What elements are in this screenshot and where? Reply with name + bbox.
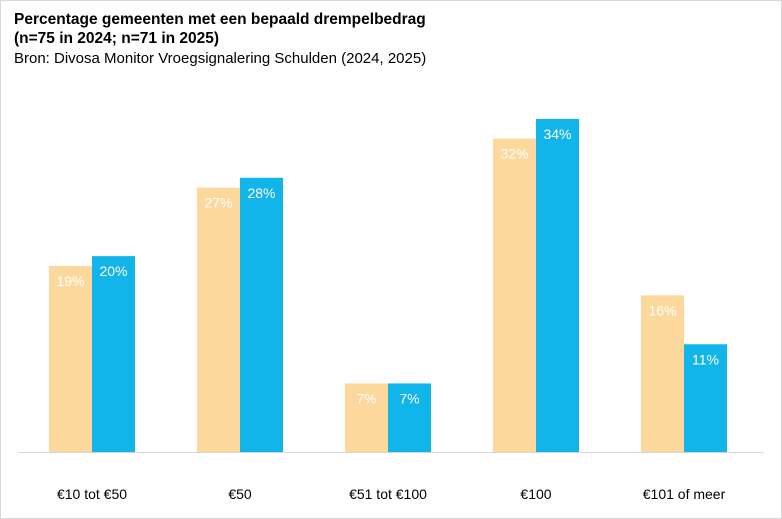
x-tick-label-3: €51 tot €100 xyxy=(349,486,427,502)
chart-source: Bron: Divosa Monitor Vroegsignalering Sc… xyxy=(14,50,427,67)
data-label-2025-3: 7% xyxy=(399,390,419,406)
data-label-2024-3: 7% xyxy=(356,390,376,406)
chart-title: Percentage gemeenten met een bepaald dre… xyxy=(14,11,426,28)
x-tick-label-5: €101 of meer xyxy=(643,486,726,502)
data-label-2025-5: 11% xyxy=(692,351,719,367)
bar-2025-3 xyxy=(388,383,431,452)
x-tick-label-4: €100 xyxy=(520,486,551,502)
data-label-2025-1: 20% xyxy=(99,263,127,279)
data-label-2024-1: 19% xyxy=(56,273,84,289)
bar-2024-2 xyxy=(197,187,240,452)
bar-2024-3 xyxy=(345,383,388,452)
bar-2025-4 xyxy=(536,119,579,452)
data-label-2025-4: 34% xyxy=(543,126,571,142)
data-label-2024-4: 32% xyxy=(500,146,528,162)
chart-subtitle: (n=75 in 2024; n=71 in 2025) xyxy=(14,30,220,47)
x-tick-label-1: €10 tot €50 xyxy=(57,486,127,502)
data-label-2024-2: 27% xyxy=(204,195,232,211)
bar-2024-4 xyxy=(493,138,536,452)
data-label-2024-5: 16% xyxy=(648,302,676,318)
bar-2025-2 xyxy=(240,177,283,452)
data-label-2025-2: 28% xyxy=(247,185,275,201)
bar-2025-5 xyxy=(684,344,727,452)
x-tick-label-2: €50 xyxy=(228,486,252,502)
bar-2024-1 xyxy=(49,265,92,452)
bar-2025-1 xyxy=(92,256,135,452)
bar-2024-5 xyxy=(641,295,684,452)
